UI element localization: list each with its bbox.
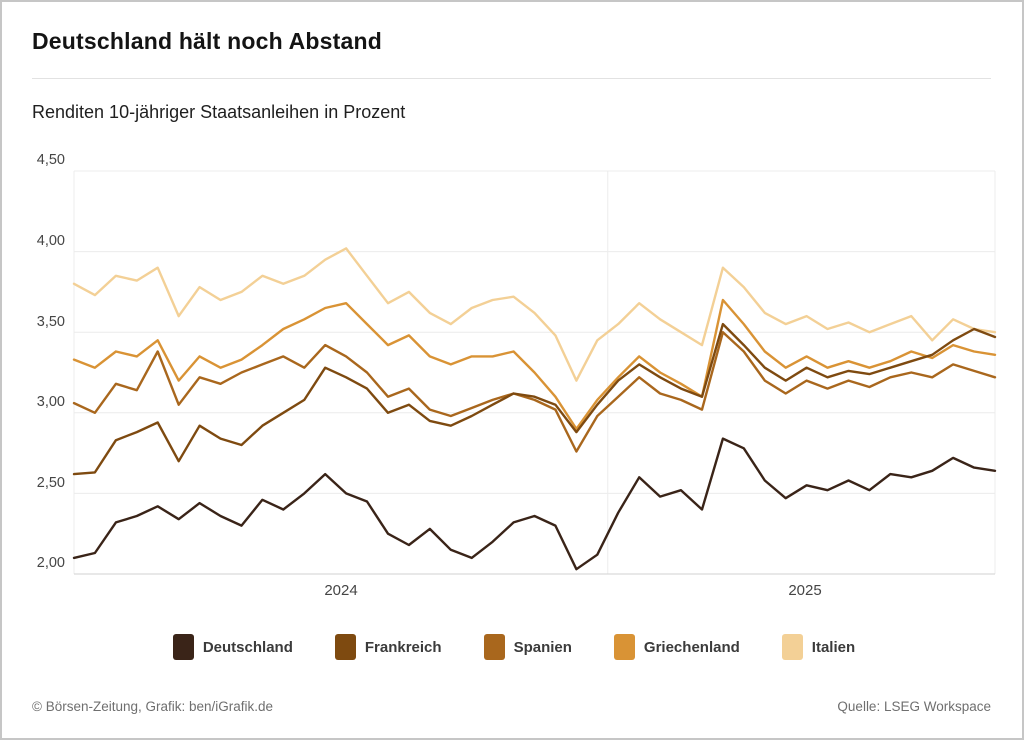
page-title: Deutschland hält noch Abstand: [32, 28, 382, 54]
chart-legend: Deutschland Frankreich Spanien Griechenl…: [2, 634, 1022, 660]
legend-color-swatch: [172, 634, 194, 660]
footer-source: Quelle: LSEG Workspace: [837, 699, 991, 714]
y-axis-label: 4,50: [36, 152, 65, 168]
legend-item-spanien: Spanien: [483, 634, 572, 660]
y-axis-label: 3,50: [36, 314, 65, 330]
y-axis-label: 2,50: [36, 475, 65, 491]
legend-color-swatch: [483, 634, 505, 660]
x-axis-label-2024: 2024: [324, 582, 358, 599]
legend-label: Spanien: [513, 638, 572, 656]
legend-item-italien: Italien: [781, 634, 856, 660]
legend-label: Deutschland: [202, 638, 293, 656]
legend-color-swatch: [613, 634, 635, 660]
legend-label: Frankreich: [364, 638, 442, 656]
chart-subtitle: Renditen 10-jähriger Staatsanleihen in P…: [32, 102, 406, 122]
legend-item-griechenland: Griechenland: [613, 634, 740, 660]
title-divider: [32, 78, 991, 79]
y-axis-label: 2,00: [36, 555, 65, 571]
legend-color-swatch: [334, 634, 356, 660]
y-axis-label: 3,00: [36, 394, 65, 410]
legend-item-deutschland: Deutschland: [172, 634, 293, 660]
x-axis-label-2025: 2025: [788, 582, 822, 599]
y-axis-label: 4,00: [36, 233, 65, 249]
legend-item-frankreich: Frankreich: [334, 634, 442, 660]
legend-label: Italien: [811, 638, 856, 656]
legend-label: Griechenland: [643, 638, 740, 656]
footer-credit: © Börsen-Zeitung, Grafik: ben/iGrafik.de: [32, 699, 274, 714]
legend-color-swatch: [781, 634, 803, 660]
